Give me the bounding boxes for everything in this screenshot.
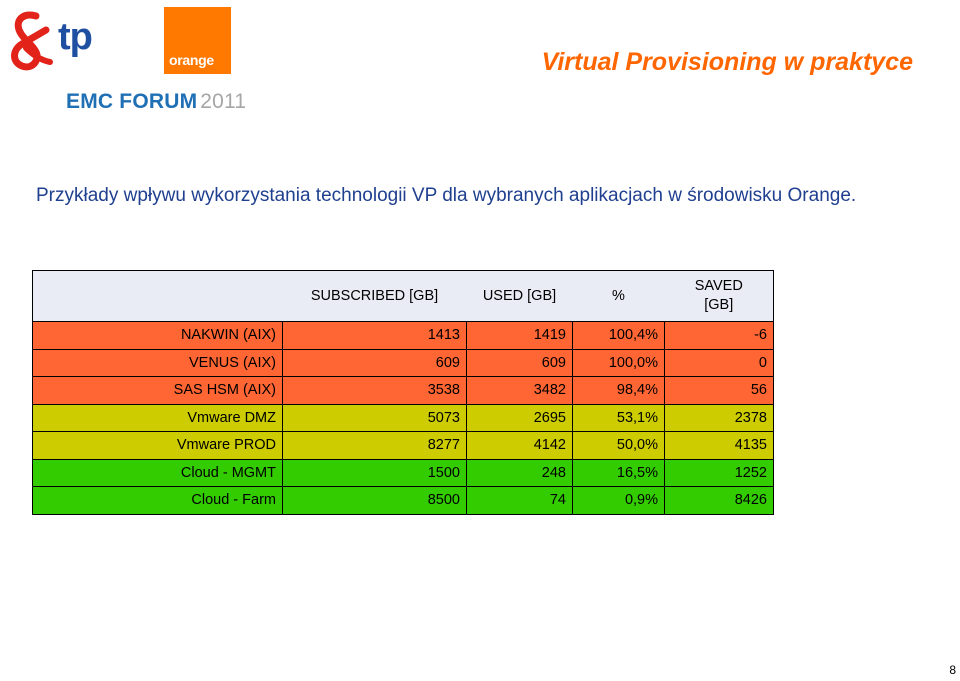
table-row: Vmware DMZ 5073 2695 53,1% 2378	[32, 403, 774, 432]
cell-subscribed: 8277	[282, 431, 467, 460]
cell-saved: 4135	[664, 431, 774, 460]
cell-used: 2695	[466, 403, 573, 432]
cell-subscribed: 1413	[282, 321, 467, 350]
cell-saved: 2378	[664, 403, 774, 432]
cell-subscribed: 609	[282, 348, 467, 377]
cell-subscribed: 1500	[282, 458, 467, 487]
cell-used: 4142	[466, 431, 573, 460]
cell-name: Vmware PROD	[32, 431, 283, 460]
emc-forum-year: 2011	[200, 90, 247, 113]
header-subscribed: SUBSCRIBED [GB]	[282, 270, 467, 322]
intro-text: Przykłady wpływu wykorzystania technolog…	[36, 185, 857, 206]
cell-name: Cloud - Farm	[32, 486, 283, 515]
orange-logo-text: orange	[169, 52, 214, 68]
header-used: USED [GB]	[466, 270, 573, 322]
table-row: Cloud - Farm 8500 74 0,9% 8426	[32, 486, 774, 515]
cell-pct: 100,0%	[572, 348, 665, 377]
cell-used: 609	[466, 348, 573, 377]
cell-pct: 53,1%	[572, 403, 665, 432]
cell-subscribed: 3538	[282, 376, 467, 405]
table-row: NAKWIN (AIX) 1413 1419 100,4% -6	[32, 321, 774, 350]
cell-used: 74	[466, 486, 573, 515]
cell-saved: 56	[664, 376, 774, 405]
cell-pct: 100,4%	[572, 321, 665, 350]
orange-logo: orange	[164, 7, 231, 74]
cell-name: NAKWIN (AIX)	[32, 321, 283, 350]
cell-subscribed: 5073	[282, 403, 467, 432]
table-header-row: SUBSCRIBED [GB] USED [GB] % SAVED [GB]	[32, 270, 774, 322]
cell-pct: 98,4%	[572, 376, 665, 405]
header-saved: SAVED [GB]	[664, 270, 774, 322]
cell-name: Cloud - MGMT	[32, 458, 283, 487]
cell-saved: 8426	[664, 486, 774, 515]
cell-pct: 0,9%	[572, 486, 665, 515]
tp-logo-text: tp	[58, 16, 93, 58]
page-number: 8	[949, 663, 956, 677]
slide-title: Virtual Provisioning w praktyce	[541, 48, 913, 76]
cell-pct: 50,0%	[572, 431, 665, 460]
cell-saved: 0	[664, 348, 774, 377]
cell-used: 248	[466, 458, 573, 487]
cell-used: 1419	[466, 321, 573, 350]
table-row: SAS HSM (AIX) 3538 3482 98,4% 56	[32, 376, 774, 405]
cell-saved: -6	[664, 321, 774, 350]
cell-saved: 1252	[664, 458, 774, 487]
tp-ampersand-icon	[11, 11, 53, 71]
table-row: Cloud - MGMT 1500 248 16,5% 1252	[32, 458, 774, 487]
header-percent: %	[572, 270, 665, 322]
table-body: NAKWIN (AIX) 1413 1419 100,4% -6 VENUS (AIX) 6…	[32, 321, 774, 515]
cell-name: SAS HSM (AIX)	[32, 376, 283, 405]
cell-used: 3482	[466, 376, 573, 405]
cell-subscribed: 8500	[282, 486, 467, 515]
vp-table: SUBSCRIBED [GB] USED [GB] % SAVED [GB] N…	[32, 270, 774, 515]
emc-forum-logo: EMC FORUM 2011	[66, 90, 246, 114]
tp-logo: tp	[6, 8, 118, 78]
table-row: VENUS (AIX) 609 609 100,0% 0	[32, 348, 774, 377]
cell-name: Vmware DMZ	[32, 403, 283, 432]
header-saved-label: SAVED [GB]	[694, 278, 743, 313]
table-row: Vmware PROD 8277 4142 50,0% 4135	[32, 431, 774, 460]
cell-pct: 16,5%	[572, 458, 665, 487]
header-name	[32, 270, 283, 322]
cell-name: VENUS (AIX)	[32, 348, 283, 377]
emc-forum-name: EMC FORUM	[66, 90, 198, 113]
